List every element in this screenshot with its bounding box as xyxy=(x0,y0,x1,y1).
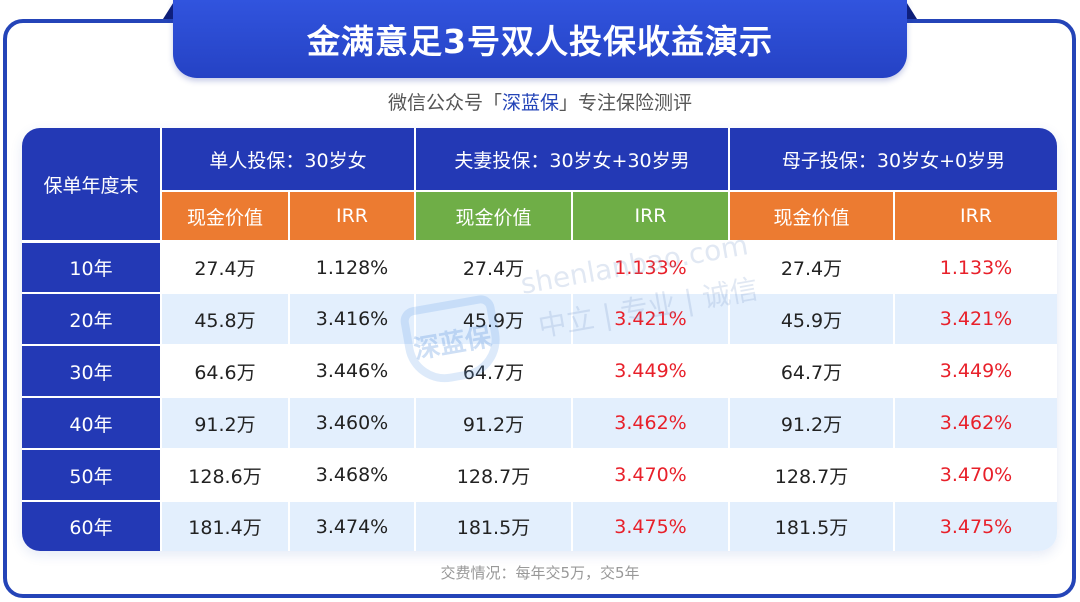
cell-couple-cash: 27.4万 xyxy=(416,243,571,292)
header-group-single: 单人投保：30岁女 xyxy=(162,128,414,190)
header-single-cash: 现金价值 xyxy=(162,192,288,240)
page-title: 金满意足3号双人投保收益演示 xyxy=(307,22,773,61)
header-group-mother-child: 母子投保：30岁女+0岁男 xyxy=(730,128,1057,190)
title-banner: 金满意足3号双人投保收益演示 xyxy=(173,0,907,78)
header-policy-year: 保单年度末 xyxy=(22,128,160,240)
irr-table: 保单年度末 单人投保：30岁女 夫妻投保：30岁女+30岁男 母子投保：30岁女… xyxy=(22,128,1057,551)
row-year: 40年 xyxy=(22,398,160,448)
cell-single-cash: 64.6万 xyxy=(162,346,288,396)
cell-couple-cash: 45.9万 xyxy=(416,294,571,344)
cell-couple-irr: 3.475% xyxy=(573,502,728,551)
cell-mother-child-irr: 3.470% xyxy=(895,450,1057,500)
header-single-irr: IRR xyxy=(290,192,414,240)
cell-mother-child-irr: 3.475% xyxy=(895,502,1057,551)
ribbon-fold-right xyxy=(905,0,917,19)
subtitle-suffix: 」专注保险测评 xyxy=(559,92,693,114)
cell-couple-cash: 64.7万 xyxy=(416,346,571,396)
cell-mother-child-cash: 181.5万 xyxy=(730,502,893,551)
cell-mother-child-irr: 3.449% xyxy=(895,346,1057,396)
row-year: 30年 xyxy=(22,346,160,396)
header-mother-child-irr: IRR xyxy=(895,192,1057,240)
row-year: 60年 xyxy=(22,502,160,551)
header-couple-irr: IRR xyxy=(573,192,728,240)
cell-single-cash: 128.6万 xyxy=(162,450,288,500)
subtitle: 微信公众号「深蓝保」专注保险测评 xyxy=(0,88,1080,115)
cell-mother-child-cash: 91.2万 xyxy=(730,398,893,448)
cell-mother-child-cash: 64.7万 xyxy=(730,346,893,396)
subtitle-brand: 深蓝保 xyxy=(501,92,559,114)
header-mother-child-cash: 现金价值 xyxy=(730,192,893,240)
cell-single-irr: 3.468% xyxy=(290,450,414,500)
ribbon-fold-left xyxy=(163,0,175,19)
cell-couple-irr: 3.449% xyxy=(573,346,728,396)
payment-note: 交费情况：每年交5万，交5年 xyxy=(440,564,640,582)
cell-single-irr: 3.474% xyxy=(290,502,414,551)
cell-mother-child-irr: 3.421% xyxy=(895,294,1057,344)
cell-couple-cash: 91.2万 xyxy=(416,398,571,448)
cell-single-irr: 3.446% xyxy=(290,346,414,396)
cell-mother-child-irr: 1.133% xyxy=(895,243,1057,292)
cell-single-irr: 1.128% xyxy=(290,243,414,292)
cell-mother-child-cash: 27.4万 xyxy=(730,243,893,292)
cell-single-cash: 181.4万 xyxy=(162,502,288,551)
row-year: 10年 xyxy=(22,243,160,292)
row-year: 20年 xyxy=(22,294,160,344)
cell-mother-child-cash: 45.9万 xyxy=(730,294,893,344)
cell-couple-cash: 128.7万 xyxy=(416,450,571,500)
cell-couple-irr: 3.462% xyxy=(573,398,728,448)
row-year: 50年 xyxy=(22,450,160,500)
cell-mother-child-irr: 3.462% xyxy=(895,398,1057,448)
header-group-couple: 夫妻投保：30岁女+30岁男 xyxy=(416,128,728,190)
subtitle-prefix: 微信公众号「 xyxy=(387,92,502,114)
cell-single-cash: 91.2万 xyxy=(162,398,288,448)
cell-couple-irr: 3.421% xyxy=(573,294,728,344)
cell-single-cash: 45.8万 xyxy=(162,294,288,344)
cell-single-irr: 3.416% xyxy=(290,294,414,344)
cell-couple-cash: 181.5万 xyxy=(416,502,571,551)
cell-mother-child-cash: 128.7万 xyxy=(730,450,893,500)
cell-couple-irr: 1.133% xyxy=(573,243,728,292)
cell-single-irr: 3.460% xyxy=(290,398,414,448)
cell-single-cash: 27.4万 xyxy=(162,243,288,292)
header-couple-cash: 现金价值 xyxy=(416,192,571,240)
cell-couple-irr: 3.470% xyxy=(573,450,728,500)
